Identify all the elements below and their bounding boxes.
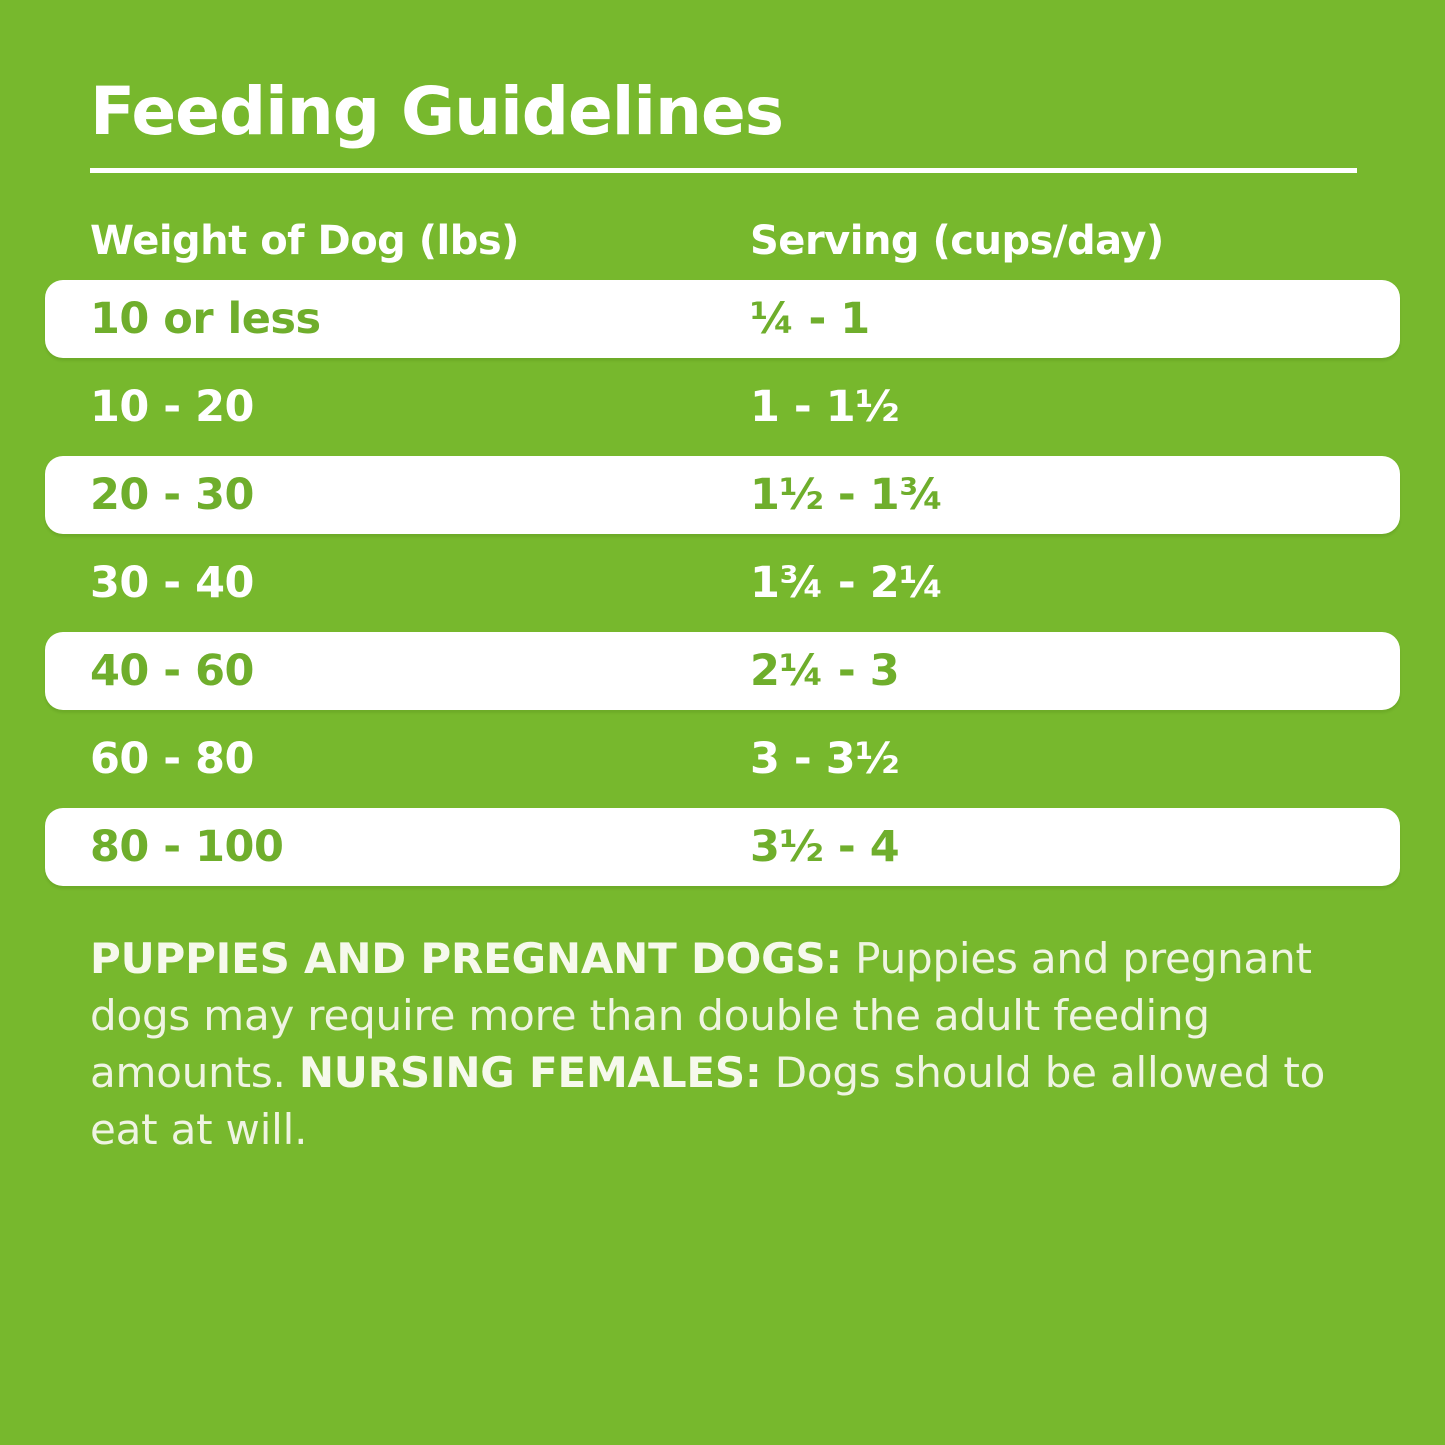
weight-cell: 30 - 40: [90, 558, 254, 609]
note-text-puppies: Puppies and pregnant dogs may require mo…: [90, 934, 1312, 1098]
feeding-table: 10 or less ¼ - 1 10 - 20 1 - 1½ 20 - 30 …: [0, 280, 1445, 887]
note-text-nursing: Dogs should be allowed to eat at will.: [90, 1048, 1326, 1155]
weight-cell: 60 - 80: [90, 734, 254, 785]
serving-cell: 1 - 1½: [750, 382, 900, 433]
weight-cell: 20 - 30: [90, 470, 254, 521]
column-header-weight: Weight of Dog (lbs): [90, 218, 519, 265]
title-divider: [90, 168, 1357, 174]
table-row: 10 - 20 1 - 1½: [45, 363, 1400, 451]
weight-cell: 10 - 20: [90, 382, 254, 433]
note-heading-nursing: NURSING FEMALES:: [298, 1048, 762, 1098]
table-row: 20 - 30 1½ - 1¾: [45, 456, 1400, 535]
serving-cell: 2¼ - 3: [750, 646, 900, 697]
serving-cell: ¼ - 1: [750, 294, 870, 345]
note-heading-puppies: PUPPIES AND PREGNANT DOGS:: [90, 934, 843, 984]
weight-cell: 10 or less: [90, 294, 321, 345]
serving-cell: 3½ - 4: [750, 822, 900, 873]
table-header-row: Weight of Dog (lbs) Serving (cups/day): [90, 217, 1357, 265]
serving-cell: 1¾ - 2¼: [750, 558, 944, 609]
weight-cell: 40 - 60: [90, 646, 254, 697]
table-row: 60 - 80 3 - 3½: [45, 715, 1400, 803]
table-row: 10 or less ¼ - 1: [45, 280, 1400, 359]
serving-cell: 3 - 3½: [750, 734, 900, 785]
feeding-guidelines-panel: Feeding Guidelines Weight of Dog (lbs) S…: [0, 72, 1445, 1445]
weight-cell: 80 - 100: [90, 822, 284, 873]
table-row: 40 - 60 2¼ - 3: [45, 632, 1400, 711]
feeding-note: PUPPIES AND PREGNANT DOGS: Puppies and p…: [90, 930, 1360, 1158]
page-title: Feeding Guidelines: [90, 73, 784, 150]
table-row: 80 - 100 3½ - 4: [45, 808, 1400, 887]
serving-cell: 1½ - 1¾: [750, 470, 944, 521]
table-row: 30 - 40 1¾ - 2¼: [45, 539, 1400, 627]
column-header-serving: Serving (cups/day): [750, 218, 1164, 265]
